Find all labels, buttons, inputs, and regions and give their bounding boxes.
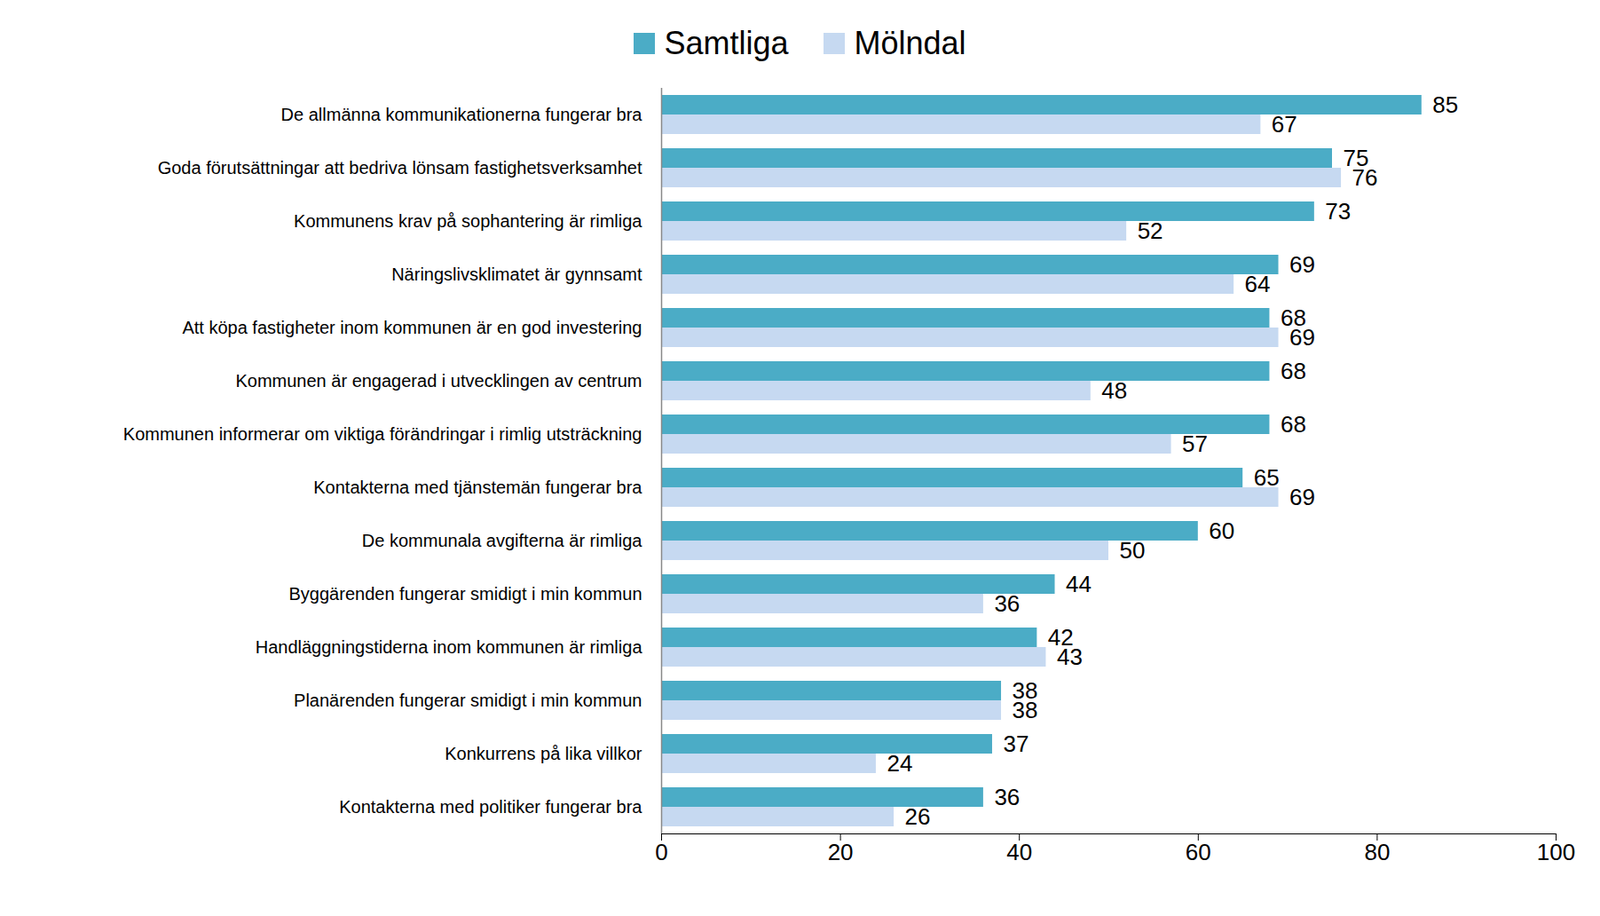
svg-text:64: 64: [1245, 270, 1271, 298]
svg-text:52: 52: [1137, 217, 1164, 245]
svg-text:Handläggningstiderna inom komm: Handläggningstiderna inom kommunen är ri…: [255, 637, 644, 657]
svg-text:26: 26: [905, 803, 931, 830]
svg-text:60: 60: [1208, 517, 1235, 544]
svg-text:20: 20: [827, 838, 854, 866]
svg-text:57: 57: [1182, 430, 1208, 458]
svg-text:68: 68: [1280, 410, 1307, 438]
svg-text:Konkurrens på lika villkor: Konkurrens på lika villkor: [444, 743, 643, 764]
svg-text:0: 0: [654, 838, 668, 866]
svg-text:76: 76: [1352, 164, 1379, 191]
svg-text:69: 69: [1289, 251, 1316, 278]
svg-text:Kontakterna med politiker fung: Kontakterna med politiker fungerar bra: [338, 796, 643, 817]
svg-text:44: 44: [1065, 570, 1092, 598]
svg-text:De allmänna kommunikationerna: De allmänna kommunikationerna fungerar b…: [281, 104, 644, 125]
svg-text:68: 68: [1280, 304, 1307, 331]
svg-text:100: 100: [1536, 838, 1576, 866]
svg-text:65: 65: [1253, 464, 1280, 491]
svg-text:Kontakterna med tjänstemän fun: Kontakterna med tjänstemän fungerar bra: [313, 477, 643, 497]
svg-text:48: 48: [1101, 377, 1128, 404]
svg-text:Kommunen är engagerad i utveck: Kommunen är engagerad i utvecklingen av …: [235, 370, 642, 391]
svg-text:37: 37: [1002, 730, 1029, 757]
svg-text:85: 85: [1432, 91, 1459, 119]
svg-text:38: 38: [1012, 696, 1039, 724]
svg-text:Att köpa fastigheter inom komm: Att köpa fastigheter inom kommunen är en…: [181, 317, 642, 338]
svg-text:75: 75: [1343, 144, 1369, 172]
svg-text:Goda förutsättningar att bedri: Goda förutsättningar att bedriva lönsam …: [157, 157, 643, 178]
html-text:Samtliga: Samtliga: [664, 24, 789, 62]
svg-text:Kommunens krav på sophantering: Kommunens krav på sophantering är rimlig…: [293, 211, 643, 231]
svg-text:Byggärenden fungerar smidigt i: Byggärenden fungerar smidigt i min kommu…: [289, 583, 643, 604]
svg-text:69: 69: [1289, 483, 1316, 511]
svg-text:24: 24: [886, 749, 913, 777]
svg-text:68: 68: [1280, 357, 1307, 385]
html-text:Mölndal: Mölndal: [854, 24, 967, 62]
svg-text:Kommunen informerar om viktiga: Kommunen informerar om viktiga förändrin…: [123, 424, 643, 444]
svg-text:De kommunala avgifterna är rim: De kommunala avgifterna är rimliga: [362, 530, 644, 551]
svg-text:67: 67: [1271, 110, 1298, 138]
svg-text:42: 42: [1047, 623, 1074, 651]
svg-text:60: 60: [1185, 838, 1212, 866]
svg-text:36: 36: [993, 783, 1020, 811]
svg-text:36: 36: [993, 590, 1020, 617]
svg-text:Planärenden fungerar smidigt i: Planärenden fungerar smidigt i min kommu…: [293, 690, 642, 710]
svg-text:43: 43: [1056, 643, 1083, 670]
svg-text:69: 69: [1289, 323, 1316, 351]
svg-text:73: 73: [1324, 197, 1351, 225]
svg-text:Näringslivsklimatet är gynnsam: Näringslivsklimatet är gynnsamt: [391, 264, 643, 284]
svg-text:38: 38: [1012, 676, 1038, 704]
svg-text:80: 80: [1363, 838, 1390, 866]
svg-text:40: 40: [1006, 838, 1033, 866]
svg-text:50: 50: [1119, 536, 1146, 564]
